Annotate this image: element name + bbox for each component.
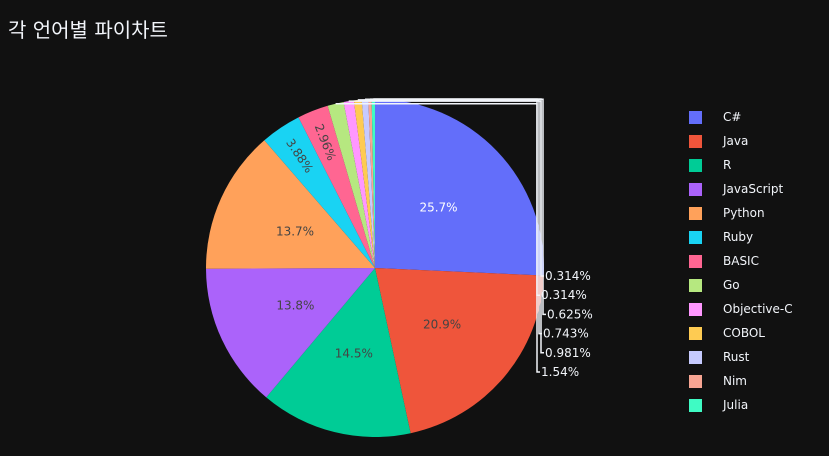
slice-label-julia: 0.314% [545,269,591,283]
pie-slice-nim[interactable] [368,99,375,268]
legend-item[interactable]: R [689,156,819,180]
legend-item[interactable]: JavaScript [689,180,819,204]
legend-item[interactable]: Python [689,204,819,228]
pie-slice-julia[interactable] [371,98,375,268]
legend-label: Rust [723,350,750,364]
legend-item[interactable]: Java [689,132,819,156]
slice-leader-line [373,98,544,277]
slice-label-java: 20.9% [423,318,461,332]
legend-item[interactable]: C# [689,108,819,132]
slice-label-objective-c: 0.981% [545,346,591,360]
legend-label: Python [723,206,765,220]
legend-label: C# [723,110,742,124]
legend-item[interactable]: Go [689,276,819,300]
slice-label-go: 1.54% [541,365,579,379]
legend-swatch [689,303,702,316]
legend: C# Java R JavaScript Python Ruby BASIC Go Object… [689,108,819,420]
legend-swatch [689,111,702,124]
legend-swatch [689,375,702,388]
legend-item[interactable]: COBOL [689,324,819,348]
legend-swatch [689,135,702,148]
legend-item[interactable]: Objective-C [689,300,819,324]
legend-swatch [689,207,702,220]
legend-swatch [689,327,702,340]
legend-label: Julia [723,398,749,412]
slice-label-python: 13.7% [276,225,314,239]
legend-swatch [689,279,702,292]
legend-swatch [689,351,702,364]
chart-title: 각 언어별 파이차트 [8,18,168,42]
legend-label: Java [723,134,749,148]
pie-slice-objective-c[interactable] [343,100,375,268]
slice-label-cobol: 0.743% [543,327,589,341]
slice-label-r: 14.5% [335,346,373,360]
legend-item[interactable]: Rust [689,348,819,372]
legend-swatch [689,159,702,172]
pie-slice-ruby[interactable] [264,117,375,268]
pie-slice-javascript[interactable] [206,268,375,398]
legend-item[interactable]: BASIC [689,252,819,276]
slice-label-c-: 25.7% [419,200,457,214]
pie-slice-python[interactable] [205,140,375,269]
legend-label: BASIC [723,254,759,268]
pie-slice-basic[interactable] [298,105,375,269]
legend-swatch [689,231,702,244]
legend-swatch [689,399,702,412]
legend-label: Nim [723,374,747,388]
legend-item[interactable]: Julia [689,396,819,420]
pie-slice-rust[interactable] [361,99,375,268]
legend-swatch [689,183,702,196]
pie-slice-c-[interactable] [375,99,544,276]
pie-slice-r[interactable] [266,268,411,437]
legend-item[interactable]: Ruby [689,228,819,252]
pie-slice-java[interactable] [375,268,544,434]
legend-item[interactable]: Nim [689,372,819,396]
legend-swatch [689,255,702,268]
slice-label-javascript: 13.8% [276,298,314,312]
pie-slice-go[interactable] [327,101,375,268]
legend-label: Go [723,278,740,292]
legend-label: R [723,158,732,172]
pie-slice-cobol[interactable] [353,99,375,269]
legend-label: COBOL [723,326,765,340]
legend-label: JavaScript [723,182,784,196]
legend-label: Ruby [723,230,754,244]
legend-label: Objective-C [723,302,793,316]
slice-label-rust: 0.625% [547,307,593,321]
slice-label-nim: 0.314% [541,288,587,302]
